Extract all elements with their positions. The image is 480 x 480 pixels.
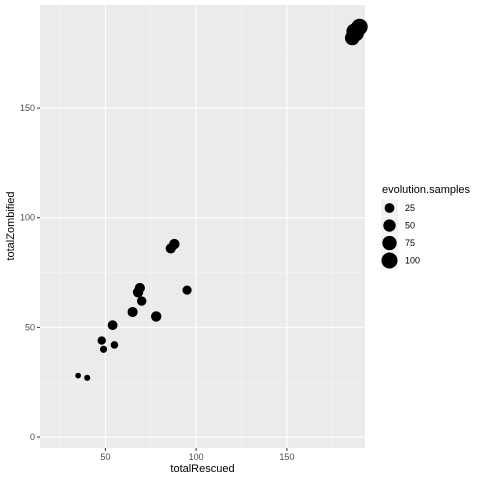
legend-key [382, 235, 397, 251]
plot-panel [40, 5, 365, 448]
data-point [84, 374, 91, 381]
x-axis: 50 100 150 [100, 448, 294, 462]
data-point [127, 306, 138, 318]
legend-label: 100 [405, 256, 420, 266]
grid-major [40, 5, 365, 448]
x-tick-label: 100 [189, 452, 204, 462]
legend-label: 25 [405, 203, 415, 213]
x-tick-label: 50 [100, 452, 110, 462]
data-point [75, 372, 82, 379]
y-axis-title: totalZombified [5, 191, 17, 260]
data-point [169, 238, 180, 250]
data-point [351, 18, 368, 36]
legend-label: 50 [405, 221, 415, 231]
legend-title: evolution.samples [382, 184, 471, 196]
data-point [99, 345, 108, 353]
y-axis: 0 50 100 150 [20, 103, 40, 442]
data-points [75, 18, 368, 381]
data-point [182, 285, 192, 295]
y-tick-label: 0 [30, 432, 35, 442]
legend-key [383, 219, 396, 232]
y-tick-label: 50 [25, 322, 35, 332]
legend-label: 75 [405, 238, 415, 248]
data-point [151, 311, 162, 322]
y-tick-label: 100 [20, 213, 35, 223]
y-tick-label: 150 [20, 103, 35, 113]
x-axis-title: totalRescued [170, 463, 234, 475]
data-point [134, 282, 145, 293]
legend-key [384, 203, 395, 213]
grid-minor [40, 5, 365, 448]
data-point [107, 320, 118, 331]
x-tick-label: 150 [279, 452, 294, 462]
data-point [97, 336, 106, 345]
data-point [136, 296, 147, 306]
data-point [110, 341, 119, 349]
legend-key [381, 252, 398, 269]
legend: evolution.samples 25 50 75 100 [381, 184, 471, 269]
